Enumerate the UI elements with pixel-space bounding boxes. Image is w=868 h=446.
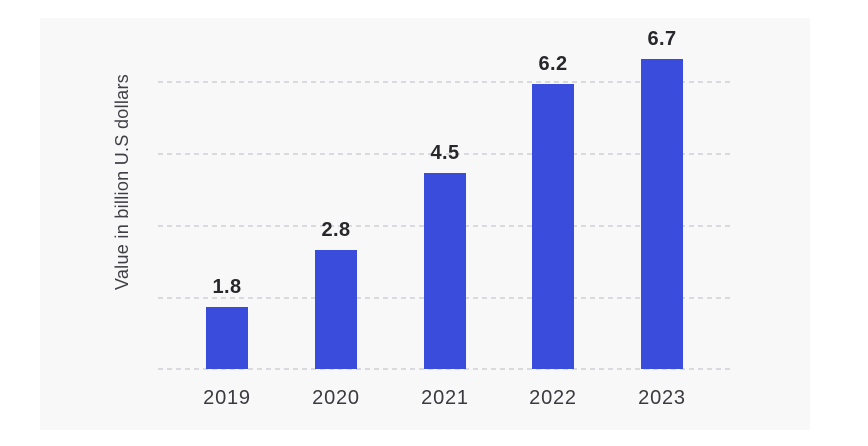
bar-value-label: 2.8	[321, 219, 351, 241]
bar-2022	[532, 84, 574, 369]
gridline	[158, 81, 731, 83]
gridline	[158, 153, 731, 155]
y-axis-title: Value in billion U.S dollars	[112, 73, 132, 291]
bar-value-label: 1.8	[212, 276, 242, 298]
gridline	[158, 368, 731, 370]
bar-2020	[315, 250, 357, 369]
x-tick-label: 2022	[529, 387, 577, 409]
bar-2023	[641, 59, 683, 369]
plot-area: Value in billion U.S dollars 1.8 2019 2.8 2…	[40, 18, 810, 430]
x-tick-label: 2019	[203, 387, 251, 409]
bar-value-label: 6.7	[647, 28, 677, 50]
x-tick-label: 2021	[421, 387, 469, 409]
x-tick-label: 2023	[638, 387, 686, 409]
bar-2019	[206, 307, 248, 369]
x-tick-label: 2020	[312, 387, 360, 409]
bar-2021	[424, 173, 466, 369]
bar-value-label: 4.5	[430, 142, 460, 164]
bar-value-label: 6.2	[538, 53, 568, 75]
